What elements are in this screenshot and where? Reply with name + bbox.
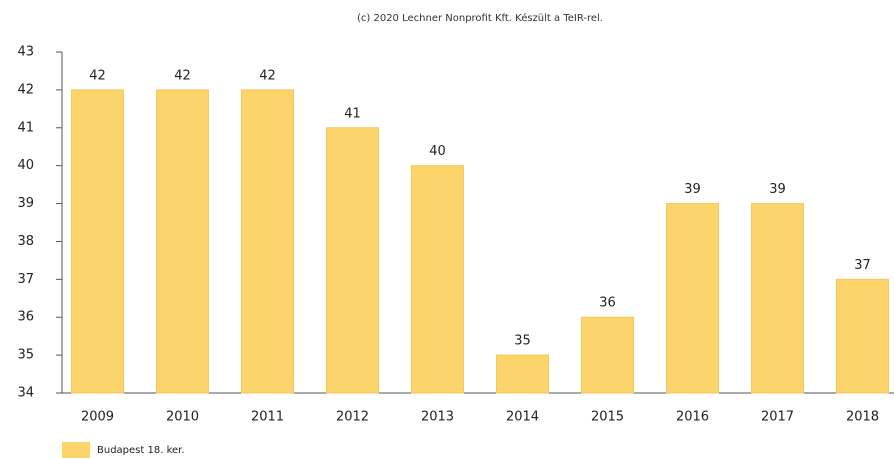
x-tick-label: 2012 [336, 410, 369, 425]
y-tick-label: 38 [17, 234, 34, 249]
y-tick-label: 36 [17, 310, 34, 325]
data-label: 35 [514, 334, 531, 349]
data-label: 39 [684, 182, 701, 197]
data-label: 42 [259, 68, 276, 83]
bar [156, 89, 209, 394]
bar [751, 203, 804, 394]
data-label: 37 [854, 258, 871, 273]
bar [326, 127, 379, 394]
data-label: 41 [344, 106, 361, 121]
bar [71, 89, 124, 394]
legend-label: Budapest 18. ker. [97, 445, 185, 456]
legend-swatch [62, 442, 90, 458]
x-tick-label: 2018 [846, 410, 879, 425]
y-tick-label: 39 [17, 196, 34, 211]
data-label: 42 [174, 68, 191, 83]
x-tick-label: 2017 [761, 410, 794, 425]
data-label: 36 [599, 296, 616, 311]
x-tick-label: 2013 [421, 410, 454, 425]
y-tick-label: 40 [17, 158, 34, 173]
bar [241, 89, 294, 394]
x-tick-label: 2009 [81, 410, 114, 425]
y-tick-label: 42 [17, 82, 34, 97]
bar [411, 165, 464, 394]
x-tick-label: 2015 [591, 410, 624, 425]
y-tick-label: 37 [17, 272, 34, 287]
y-tick-label: 34 [17, 386, 34, 401]
y-tick-label: 41 [17, 120, 34, 135]
data-label: 39 [769, 182, 786, 197]
x-tick-label: 2014 [506, 410, 539, 425]
bar [581, 316, 634, 394]
x-tick-label: 2016 [676, 410, 709, 425]
y-tick-label: 35 [17, 348, 34, 363]
x-tick-label: 2011 [251, 410, 284, 425]
data-label: 42 [89, 68, 106, 83]
bar [836, 278, 889, 394]
x-tick-label: 2010 [166, 410, 199, 425]
chart-title: (c) 2020 Lechner Nonprofit Kft. Készült … [357, 12, 603, 24]
bar [666, 203, 719, 394]
bar [496, 354, 549, 394]
y-tick-label: 43 [17, 45, 34, 60]
data-label: 40 [429, 144, 446, 159]
